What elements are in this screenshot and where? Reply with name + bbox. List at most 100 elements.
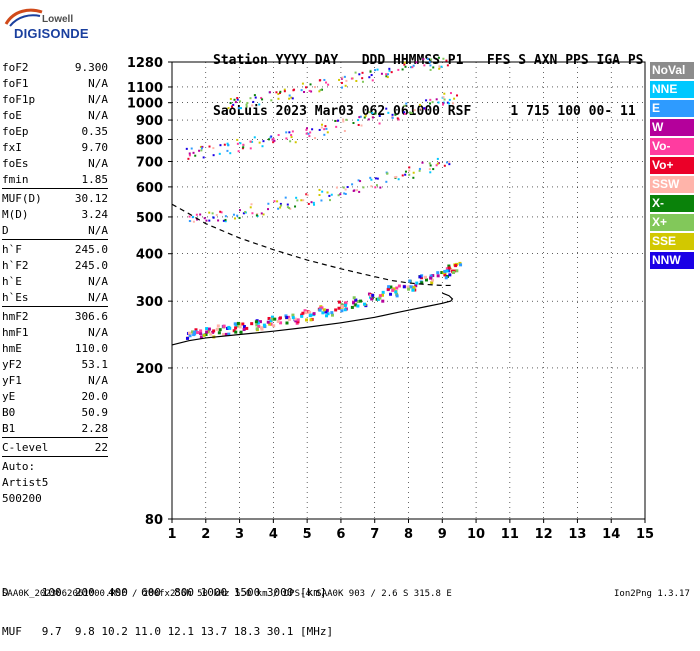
- y-tick-label: 1000: [127, 97, 163, 112]
- echo-point: [358, 73, 361, 76]
- echo-point: [308, 89, 311, 92]
- param-row: MUF(D) 30.12: [2, 191, 108, 207]
- param-label: fxI: [2, 141, 22, 154]
- echo-point: [345, 79, 348, 82]
- param-row: hmE 110.0: [2, 341, 108, 357]
- x-tick-label: 1: [167, 527, 176, 542]
- echo-point: [448, 273, 452, 277]
- param-row: foE N/A: [2, 108, 108, 124]
- echo-point: [284, 314, 288, 318]
- echo-point: [295, 196, 298, 199]
- echo-point: [409, 66, 412, 69]
- echo-point: [268, 91, 271, 94]
- echo-point: [224, 218, 227, 221]
- echo-point: [369, 70, 372, 73]
- echo-point: [196, 218, 199, 221]
- x-tick-label: 8: [404, 527, 413, 542]
- x-tick-label: 10: [467, 527, 485, 542]
- param-label: hmF2: [2, 310, 29, 323]
- echo-point: [429, 68, 432, 71]
- param-value: N/A: [88, 275, 108, 288]
- echo-point: [262, 140, 265, 143]
- echo-point: [386, 172, 389, 175]
- echo-point: [344, 301, 348, 305]
- echo-point: [262, 323, 266, 327]
- echo-point: [379, 186, 382, 189]
- echo-point: [217, 219, 220, 222]
- echo-point: [446, 101, 449, 104]
- echo-point: [278, 91, 281, 94]
- echo-point: [448, 102, 451, 105]
- echo-point: [313, 86, 316, 89]
- param-row: C-level 22: [2, 440, 108, 456]
- param-label: foF1p: [2, 93, 36, 106]
- echo-point: [199, 335, 203, 339]
- echo-point: [258, 103, 261, 106]
- echo-point: [438, 67, 441, 70]
- x-tick-label: 13: [568, 527, 586, 542]
- param-row: M(D) 3.24: [2, 207, 108, 223]
- echo-point: [357, 179, 360, 182]
- echo-point: [335, 125, 338, 128]
- echo-point: [451, 270, 455, 274]
- echo-point: [428, 162, 431, 165]
- echo-point: [241, 322, 245, 326]
- y-tick-label: 80: [145, 513, 163, 528]
- echo-point: [268, 322, 272, 326]
- legend-item-ssw: SSW: [650, 176, 694, 193]
- echo-point: [324, 310, 328, 314]
- param-value: N/A: [88, 326, 108, 339]
- echo-point: [199, 329, 203, 333]
- echo-point: [408, 279, 412, 283]
- echo-point: [370, 74, 373, 77]
- echo-point: [279, 90, 282, 93]
- echo-point: [271, 317, 275, 321]
- echo-point: [257, 324, 261, 328]
- param-value: N/A: [88, 224, 108, 237]
- echo-point: [277, 207, 280, 210]
- echo-point: [301, 311, 305, 315]
- param-row: fmin 1.85: [2, 172, 108, 188]
- echo-point: [319, 306, 323, 310]
- echo-point: [432, 168, 435, 171]
- echo-point: [310, 90, 313, 93]
- echo-point: [261, 98, 264, 101]
- echo-point: [227, 107, 230, 110]
- echo-point: [329, 199, 332, 202]
- echo-point: [448, 163, 451, 166]
- echo-point: [262, 213, 265, 216]
- echo-point: [388, 69, 391, 72]
- y-tick-label: 900: [136, 114, 163, 129]
- echo-point: [242, 212, 245, 215]
- echo-point: [294, 141, 297, 144]
- echo-point: [387, 73, 390, 76]
- echo-point: [246, 101, 249, 104]
- echo-point: [442, 102, 445, 105]
- echo-point: [405, 102, 408, 105]
- echo-point: [255, 323, 259, 327]
- echo-point: [273, 139, 276, 142]
- echo-point: [300, 314, 304, 318]
- echo-point: [279, 206, 282, 209]
- echo-point: [340, 303, 344, 307]
- logo-digisonde-text: DIGISONDE: [14, 26, 89, 41]
- echo-point: [437, 162, 440, 165]
- echo-point: [443, 164, 446, 167]
- echo-point: [275, 91, 278, 94]
- echo-point: [266, 320, 270, 324]
- echo-point: [337, 194, 340, 197]
- echo-point: [368, 76, 371, 79]
- echo-point: [397, 178, 400, 181]
- echo-point: [358, 190, 361, 193]
- echo-point: [255, 327, 259, 331]
- echo-point: [356, 299, 360, 303]
- echo-point: [449, 92, 452, 95]
- echo-point: [411, 288, 415, 292]
- echo-point: [296, 199, 299, 202]
- echo-point: [362, 302, 366, 306]
- echo-point: [432, 66, 435, 69]
- echo-point: [233, 98, 236, 101]
- echo-point: [380, 72, 383, 75]
- echo-point: [397, 284, 401, 288]
- param-label: C-level: [2, 441, 49, 454]
